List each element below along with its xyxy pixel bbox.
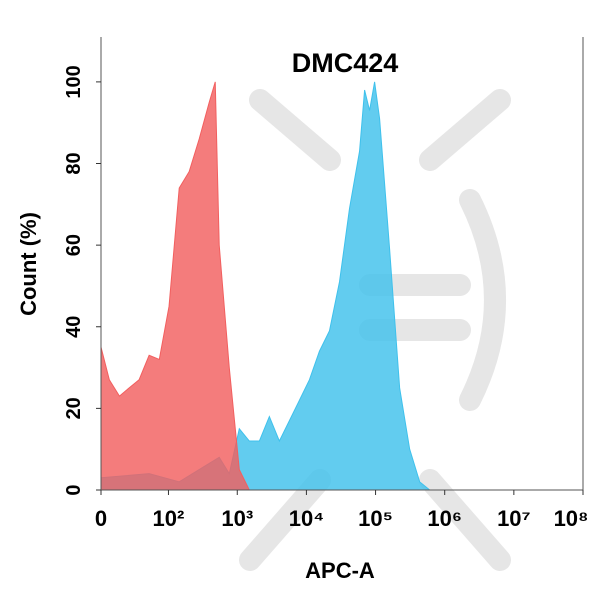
axes-frame	[100, 37, 584, 491]
y-tick-label: 60	[63, 234, 85, 256]
watermark-shape	[459, 189, 506, 411]
y-tick-label: 20	[63, 397, 85, 419]
x-tick-label: 10⁵	[358, 506, 393, 531]
x-tick-label: 0	[95, 506, 107, 531]
x-tick-label: 10⁸	[554, 506, 589, 531]
y-tick-label: 40	[63, 316, 85, 338]
x-tick-label: 10⁶	[427, 506, 462, 531]
x-tick-label: 10⁴	[289, 506, 324, 531]
y-tick-label: 80	[63, 152, 85, 174]
x-axis-label: APC-A	[305, 558, 375, 583]
y-axis-label: Count (%)	[16, 212, 41, 316]
y-tick-label: 100	[63, 65, 85, 98]
y-tick-label: 0	[63, 484, 85, 495]
chart-title: DMC424	[292, 48, 399, 78]
x-tick-label: 10⁷	[497, 506, 531, 531]
x-tick-label: 10²	[153, 506, 185, 531]
watermark-shape	[239, 89, 511, 571]
histogram-area	[100, 81, 251, 491]
plot-area	[100, 81, 432, 491]
x-tick-label: 10³	[221, 506, 253, 531]
